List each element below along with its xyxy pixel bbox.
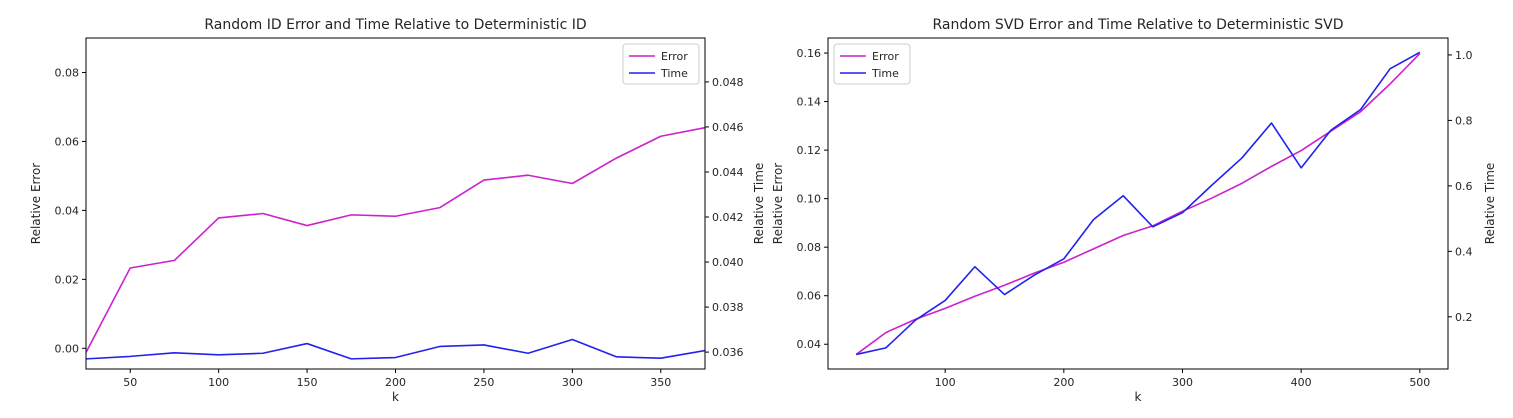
legend-box: [622, 43, 700, 85]
y-tick-label: 0.04: [797, 338, 822, 351]
y-tick-label: 0.02: [55, 273, 80, 286]
legend: Error Time: [622, 43, 700, 85]
y2-tick-label: 0.036: [712, 346, 744, 359]
x-tick-label: 300: [562, 376, 583, 389]
y-axis-label: Relative Error: [29, 163, 43, 245]
y-tick-label: 0.10: [797, 193, 822, 206]
x-tick-label: 250: [473, 376, 494, 389]
y-tick-label: 0.14: [797, 96, 822, 109]
series-line-error: [86, 126, 705, 353]
chart-title: Random SVD Error and Time Relative to De…: [933, 17, 1344, 33]
y-tick-label: 0.16: [797, 47, 822, 60]
y-tick-label: 0.08: [55, 66, 80, 79]
series-lines: [855, 51, 1421, 356]
y2-tick-label: 0.046: [712, 121, 744, 134]
series-line-error: [855, 52, 1421, 356]
y2-tick-label: 0.042: [712, 211, 744, 224]
series-line-time: [86, 338, 705, 360]
y-tick-label: 0.08: [797, 241, 822, 254]
x-tick-label: 100: [935, 376, 956, 389]
x-tick-label: 300: [1172, 376, 1193, 389]
axes-frame: [85, 37, 706, 370]
x-tick-label: 100: [208, 376, 229, 389]
series-line-time: [856, 51, 1421, 356]
x-axis-label: k: [392, 390, 399, 404]
y-tick-label: 0.06: [55, 135, 80, 148]
x-tick-label: 50: [123, 376, 137, 389]
y2-tick-label: 0.4: [1455, 245, 1473, 258]
y2-axis-label: Relative Time: [1483, 163, 1497, 245]
axes-frame: [827, 37, 1449, 370]
y2-tick-label: 1.0: [1455, 49, 1473, 62]
x-tick-label: 500: [1409, 376, 1430, 389]
legend-label-time: Time: [871, 67, 899, 80]
x-axis-label: k: [1135, 390, 1142, 404]
chart-1: Random ID Error and Time Relative to Det…: [29, 17, 766, 404]
chart-title: Random ID Error and Time Relative to Det…: [204, 17, 586, 33]
x-tick-label: 200: [385, 376, 406, 389]
legend-label-error: Error: [661, 50, 688, 63]
y-axis-label: Relative Error: [771, 163, 785, 245]
y2-tick-label: 0.2: [1455, 311, 1473, 324]
legend-label-error: Error: [872, 50, 899, 63]
y2-tick-label: 0.048: [712, 76, 744, 89]
y2-tick-label: 0.8: [1455, 114, 1473, 127]
y-tick-label: 0.00: [55, 342, 80, 355]
y2-tick-label: 0.044: [712, 166, 744, 179]
y2-tick-label: 0.6: [1455, 180, 1473, 193]
x-tick-label: 150: [297, 376, 318, 389]
x-tick-label: 350: [650, 376, 671, 389]
x-tick-label: 400: [1291, 376, 1312, 389]
y-tick-label: 0.06: [797, 290, 822, 303]
x-tick-label: 200: [1053, 376, 1074, 389]
y2-axis-label: Relative Time: [752, 163, 766, 245]
legend-label-time: Time: [660, 67, 688, 80]
series-lines: [86, 126, 705, 360]
legend-box: [833, 43, 911, 85]
legend: Error Time: [833, 43, 911, 85]
chart-2: Random SVD Error and Time Relative to De…: [771, 17, 1497, 404]
y-tick-label: 0.12: [797, 144, 822, 157]
y2-tick-label: 0.038: [712, 301, 744, 314]
y-tick-label: 0.04: [55, 204, 80, 217]
y2-tick-label: 0.040: [712, 256, 744, 269]
